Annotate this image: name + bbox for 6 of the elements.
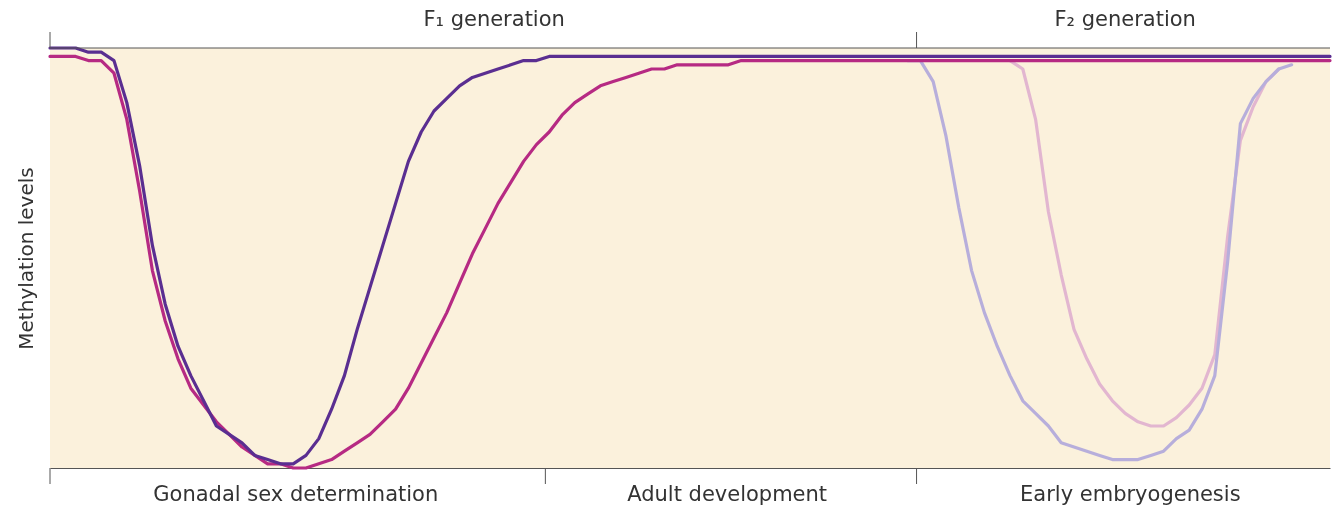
y-axis-title: Methylation levels (13, 167, 38, 350)
text: Adult development (627, 482, 828, 506)
text: Early embryogenesis (1020, 482, 1241, 506)
text: F₂ generation (1054, 7, 1196, 31)
text: Gonadal sex determination (153, 482, 439, 506)
text: F₁ generation (423, 7, 565, 31)
